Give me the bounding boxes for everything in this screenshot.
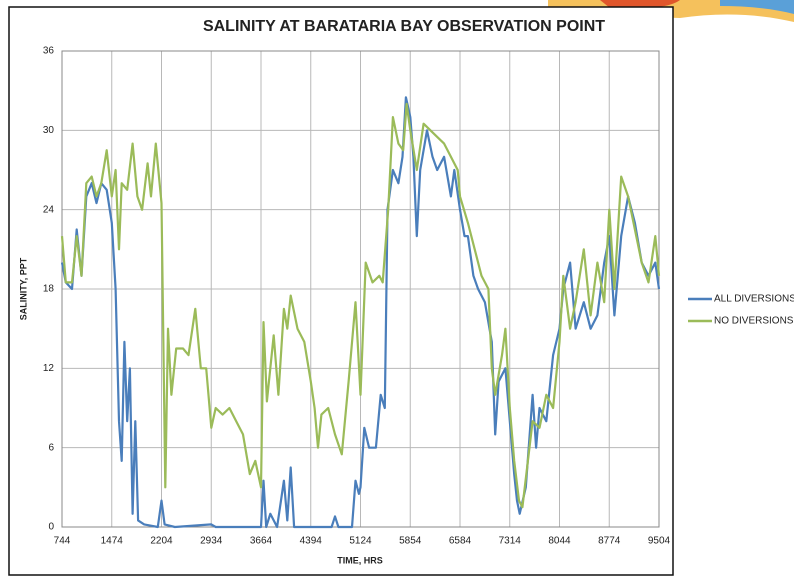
y-tick-label: 12 [43,363,55,374]
y-tick-label: 0 [48,522,54,533]
x-tick-label: 2934 [200,536,223,547]
x-tick-label: 1474 [101,536,124,547]
x-tick-label: 8044 [548,536,571,547]
chart-title: SALINITY AT BARATARIA BAY OBSERVATION PO… [203,18,605,35]
map-fragment [720,0,794,14]
x-tick-label: 9504 [648,536,671,547]
x-axis-label: TIME, HRS [337,555,383,565]
y-axis-label: SALINITY, PPT [18,257,28,320]
legend-label: NO DIVERSIONS [714,316,794,327]
x-tick-label: 744 [54,536,71,547]
x-tick-label: 8774 [598,536,621,547]
x-tick-label: 2204 [150,536,173,547]
x-tick-label: 3664 [250,536,273,547]
legend-label: ALL DIVERSIONS [714,294,794,305]
y-tick-label: 6 [48,442,54,453]
y-tick-label: 30 [43,125,55,136]
y-tick-label: 24 [43,204,55,215]
y-tick-label: 18 [43,284,55,295]
y-tick-label: 36 [43,46,55,57]
x-tick-label: 5854 [399,536,422,547]
x-tick-label: 5124 [349,536,372,547]
x-tick-label: 6584 [449,536,472,547]
series-line [60,102,661,509]
x-tick-label: 7314 [499,536,522,547]
x-tick-label: 4394 [300,536,323,547]
